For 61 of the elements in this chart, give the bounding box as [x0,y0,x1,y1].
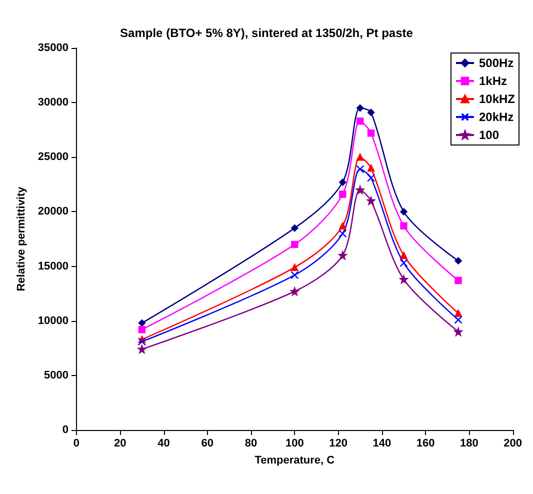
point [356,104,364,112]
y-tick-label: 5000 [44,369,68,382]
point [454,328,462,336]
point [338,251,347,260]
point [454,276,462,284]
point [366,174,376,182]
legend-label: 10kHZ [478,92,516,106]
point [367,130,375,137]
point [339,222,346,230]
point [367,108,375,116]
point [138,345,146,354]
x-tick-label: 20 [114,438,126,450]
x-tick-label: 0 [73,438,80,450]
x-tick-label: 100 [285,438,304,450]
x-tick-label: 80 [244,438,258,450]
y-tick-label: 10000 [38,314,68,327]
y-tick-label: 35000 [38,42,68,54]
point [356,165,364,174]
point [356,154,364,161]
point [339,190,346,198]
x-tick-label: 40 [158,438,170,450]
x-tick-label: 60 [201,438,214,450]
y-tick-label: 0 [62,424,68,436]
point [454,310,462,317]
legend-label: 1kHz [478,74,507,88]
point [454,316,462,324]
x-tick-label: 180 [460,438,478,450]
point [366,196,376,205]
point [138,319,146,327]
x-tick-label: 140 [372,438,392,450]
point [400,258,408,268]
legend-label: 100 [478,128,500,142]
chart-title: Sample (BTO+ 5% 8Y), sintered at 1350/2h, Pt paste [120,26,414,40]
y-axis-title: Relative permittivity [16,186,28,292]
point [291,224,298,232]
point [138,337,146,346]
point [291,264,298,271]
point [367,164,375,172]
point [290,270,299,280]
point [290,287,299,296]
legend-label: 20kHz [478,110,514,124]
point [338,229,347,238]
y-tick-label: 20000 [38,206,68,218]
point [356,186,364,194]
point [339,178,346,186]
y-tick-label: 15000 [38,260,68,272]
x-tick-label: 200 [504,438,522,450]
point [400,208,408,216]
x-tick-label: 120 [329,438,348,450]
point [400,252,408,259]
point [400,275,408,284]
legend-label: 500Hz [478,56,514,70]
x-tick-label: 160 [416,438,435,450]
x-axis-title: Temperature, C [254,454,335,466]
point [356,118,364,125]
point [400,222,408,230]
point [138,326,146,334]
y-tick-label: 30000 [38,96,68,109]
y-tick-label: 25000 [38,151,68,164]
point [454,257,462,264]
point [291,240,298,248]
